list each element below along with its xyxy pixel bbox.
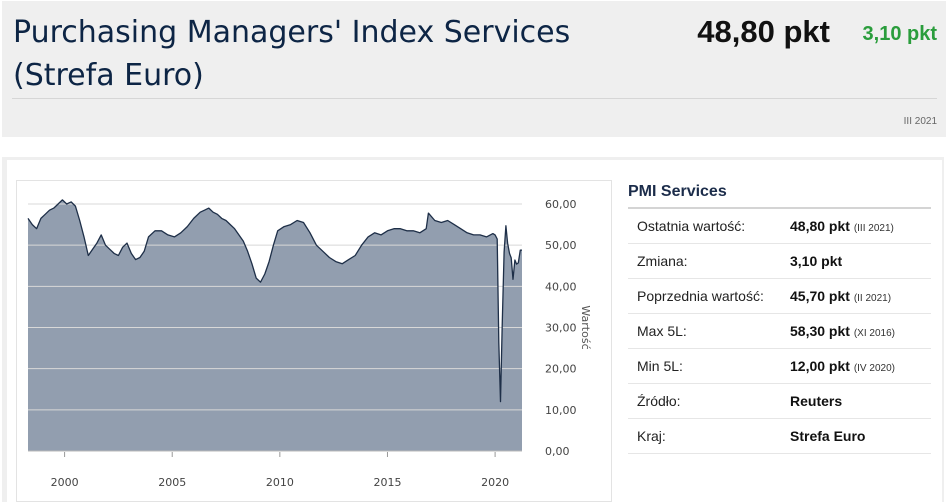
pmi-chart[interactable]: 0,00 10,00 20,00 30,00 40,00 50,00 60,00 2000 20… <box>17 181 611 501</box>
stats-row: Min 5L: 12,00 pkt (IV 2020) <box>628 348 931 384</box>
y-tick-label: 0,00 <box>545 445 570 458</box>
stats-row: Zmiana: 3,10 pkt <box>628 243 931 279</box>
side-panel-rule <box>628 207 931 209</box>
stat-label: Poprzednia wartość: <box>628 278 790 314</box>
stat-period: (XI 2016) <box>853 328 895 339</box>
x-tick-label: 2015 <box>373 476 401 489</box>
stat-value: 45,70 pkt <box>790 288 850 304</box>
stats-row: Max 5L: 58,30 pkt (XI 2016) <box>628 313 931 349</box>
stat-value-cell: Strefa Euro <box>790 418 931 454</box>
stat-value: Strefa Euro <box>790 428 866 444</box>
header-panel: Purchasing Managers' Index Services (Str… <box>2 1 946 137</box>
y-tick-label: 10,00 <box>545 404 577 417</box>
series-area <box>28 199 522 451</box>
stat-value-cell: 12,00 pkt (IV 2020) <box>790 348 931 384</box>
x-tick-label: 2005 <box>158 476 186 489</box>
x-tick-label: 2020 <box>481 476 509 489</box>
stat-label: Min 5L: <box>628 348 790 384</box>
period-label: III 2021 <box>903 116 937 127</box>
chart-container[interactable]: 0,00 10,00 20,00 30,00 40,00 50,00 60,00 2000 20… <box>16 180 612 502</box>
page-title: Purchasing Managers' Index Services (Str… <box>13 15 571 93</box>
stat-value-cell: 58,30 pkt (XI 2016) <box>790 313 931 349</box>
y-tick-label: 40,00 <box>545 280 577 293</box>
stat-label: Kraj: <box>628 418 790 454</box>
stat-value: 58,30 pkt <box>790 323 850 339</box>
stat-value: 48,80 pkt <box>790 218 850 234</box>
current-value: 48,80 pkt <box>697 14 830 49</box>
y-tick-label: 30,00 <box>545 322 577 335</box>
y-tick-label: 20,00 <box>545 363 577 376</box>
stat-value: 12,00 pkt <box>790 358 850 374</box>
stat-label: Max 5L: <box>628 313 790 349</box>
stat-period: (IV 2020) <box>853 363 895 374</box>
x-tick-label: 2000 <box>51 476 79 489</box>
side-panel-title: PMI Services <box>628 183 727 200</box>
stat-label: Źródło: <box>628 383 790 419</box>
stat-value: 3,10 pkt <box>790 253 843 269</box>
change-value: 3,10 pkt <box>862 23 937 45</box>
stat-label: Zmiana: <box>628 243 790 279</box>
header-divider <box>12 98 937 99</box>
stats-table: Ostatnia wartość: 48,80 pkt (III 2021) Z… <box>628 209 931 454</box>
stat-period: (II 2021) <box>853 293 892 304</box>
stat-value-cell: Reuters <box>790 383 931 419</box>
stat-value: Reuters <box>790 393 843 409</box>
y-tick-label: 60,00 <box>545 198 577 211</box>
y-axis-label: Wartość <box>579 305 592 349</box>
stats-row: Źródło: Reuters <box>628 383 931 419</box>
stats-row: Ostatnia wartość: 48,80 pkt (III 2021) <box>628 209 931 244</box>
series-line <box>27 199 522 403</box>
stat-label: Ostatnia wartość: <box>628 209 790 244</box>
stats-row: Poprzednia wartość: 45,70 pkt (II 2021) <box>628 278 931 314</box>
stat-value-cell: 3,10 pkt <box>790 243 931 279</box>
y-tick-label: 50,00 <box>545 239 577 252</box>
x-tick-label: 2010 <box>266 476 294 489</box>
stats-row: Kraj: Strefa Euro <box>628 418 931 454</box>
stat-value-cell: 45,70 pkt (II 2021) <box>790 278 931 314</box>
stat-period: (III 2021) <box>853 223 894 234</box>
stat-value-cell: 48,80 pkt (III 2021) <box>790 209 931 244</box>
